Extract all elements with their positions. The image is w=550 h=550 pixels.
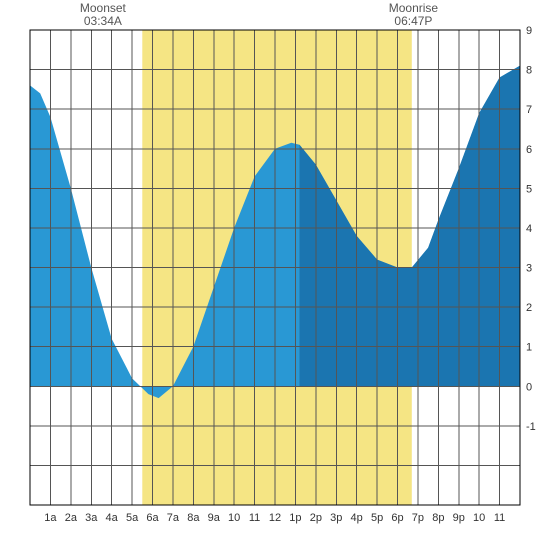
x-tick-label: 10 [473,512,485,524]
x-tick-label: 7a [167,512,180,524]
x-tick-label: 5p [371,512,383,524]
x-tick-label: 12 [269,512,281,524]
x-tick-label: 6p [391,512,403,524]
x-tick-label: 1p [289,512,301,524]
y-tick-label: 7 [526,104,532,116]
tide-chart: 1a2a3a4a5a6a7a8a9a1011121p2p3p4p5p6p7p8p… [0,0,550,550]
y-tick-label: 5 [526,183,532,195]
y-tick-label: 0 [526,381,532,393]
x-tick-label: 11 [249,512,260,524]
x-tick-label: 9a [208,512,221,524]
x-tick-label: 6a [146,512,159,524]
y-tick-label: 9 [526,25,532,37]
x-tick-label: 5a [126,512,139,524]
x-tick-label: 2a [65,512,78,524]
x-tick-label: 4p [351,512,363,524]
y-tick-label: 2 [526,302,532,314]
x-tick-label: 1a [44,512,57,524]
x-tick-label: 10 [228,512,240,524]
moonrise-title: Moonrise [389,1,439,15]
y-tick-label: 1 [526,342,532,354]
y-tick-label: 3 [526,263,532,275]
moonset-title: Moonset [80,1,127,15]
y-tick-label: 4 [526,223,532,235]
x-tick-label: 3a [85,512,98,524]
x-tick-label: 2p [310,512,322,524]
x-tick-label: 8p [432,512,444,524]
x-tick-label: 4a [106,512,119,524]
x-tick-label: 11 [494,512,505,524]
moonset-time: 03:34A [84,14,122,28]
x-tick-label: 7p [412,512,424,524]
y-tick-label: 8 [526,65,532,77]
moonrise-time: 06:47P [394,14,432,28]
x-tick-label: 3p [330,512,342,524]
x-tick-label: 9p [453,512,465,524]
x-tick-label: 8a [187,512,200,524]
y-tick-label: 6 [526,144,532,156]
y-tick-label: -1 [526,421,536,433]
